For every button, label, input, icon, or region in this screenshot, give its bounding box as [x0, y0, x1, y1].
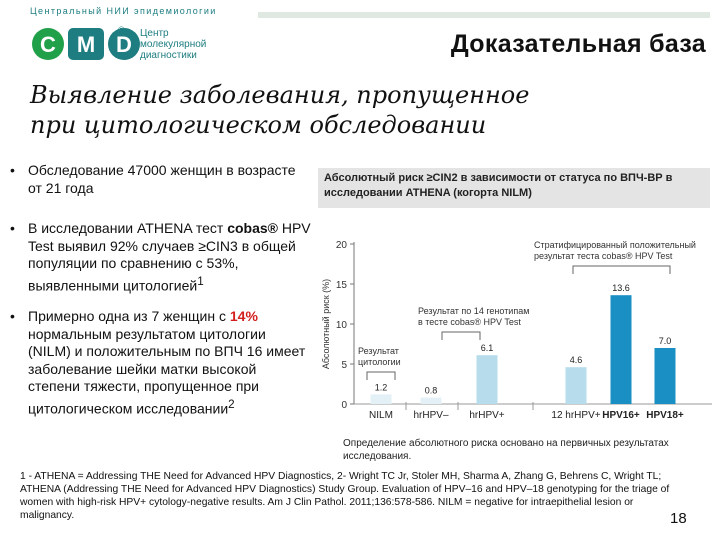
category-label-3: 12 hrHPV+: [551, 410, 600, 421]
bar-value-label-1: 0.8: [425, 386, 438, 396]
annotation-1-line-0: Результат по 14 генотипам: [418, 306, 529, 316]
bullet-2: В исследовании ATHENA тест cobas® HPV Te…: [8, 220, 312, 295]
annotation-1-line-1: в тесте cobas® HPV Test: [418, 317, 521, 327]
bar-2: [476, 355, 498, 404]
annotation-bracket-2: [572, 265, 671, 274]
bar-4: [610, 295, 632, 404]
bar-value-label-3: 4.6: [570, 355, 583, 365]
chart-title: Абсолютный риск ≥CIN2 в зависимости от с…: [318, 168, 710, 208]
bar-5: [654, 348, 676, 404]
logo-caption: Центр молекулярной диагностики: [140, 28, 206, 61]
y-tick-label-2: 10: [336, 320, 348, 331]
annotation-2-line-1: результат теста cobas® HPV Test: [534, 251, 673, 261]
header-rule: [258, 12, 710, 18]
page-number: 18: [670, 510, 687, 527]
slide-subtitle: Выявление заболевания, пропущенное при ц…: [30, 81, 530, 139]
bullet-3-prefix: Примерно одна из 7 женщин с: [28, 308, 230, 324]
y-tick-label-3: 15: [336, 280, 348, 291]
logo-line-3: диагностики: [140, 50, 197, 61]
bullet-1-text: Обследование 47000 женщин в возрасте от …: [28, 162, 296, 196]
cmd-logo: C M D: [32, 28, 140, 60]
y-tick-label-0: 0: [341, 400, 347, 411]
bullet-3-text: нормальным результатом цитологии (NILM) …: [28, 325, 306, 417]
annotation-bracket-0: [366, 371, 396, 380]
logo-line-1: Центр: [140, 28, 169, 39]
bullet-2-brand: cobas®: [227, 220, 278, 236]
bullet-3-ref: 2: [228, 397, 235, 411]
category-label-1: hrHPV–: [413, 410, 448, 421]
annotation-bracket-1: [441, 331, 481, 340]
category-label-5: HPV18+: [646, 410, 684, 421]
annotation-0-line-1: цитологии: [358, 357, 401, 367]
bar-value-label-5: 7.0: [659, 336, 672, 346]
bullet-2-prefix: В исследовании ATHENA тест: [28, 220, 228, 236]
bullet-3-highlight: 14%: [229, 308, 258, 324]
logo-line-2: молекулярной: [140, 39, 207, 50]
bullet-3: Примерно одна из 7 женщин с 14% нормальн…: [8, 308, 312, 418]
category-label-4: HPV16+: [602, 410, 640, 421]
svg-text:C: C: [40, 32, 56, 57]
risk-bar-chart: 0 5 10 15 20 Абсолютный риск (%) 1.2 NILM 0.8 hrH…: [321, 240, 712, 421]
svg-text:D: D: [116, 32, 132, 57]
logo-trademark: ®: [118, 25, 125, 35]
references-footnote: 1 - ATHENA = Addressing THE Need for Adv…: [20, 471, 670, 521]
bullet-2-text: HPV Test выявил 92% случаев ≥CIN3 в обще…: [28, 220, 311, 294]
y-tick-label-1: 5: [341, 360, 347, 371]
chart-footnote: Определение абсолютного риска основано н…: [343, 438, 669, 462]
category-label-0: NILM: [369, 410, 393, 421]
annotation-0-line-0: Результат: [358, 346, 399, 356]
svg-text:M: M: [77, 32, 95, 57]
category-label-2: hrHPV+: [469, 410, 504, 421]
bullet-2-ref: 1: [197, 274, 204, 288]
bar-value-label-2: 6.1: [481, 343, 494, 353]
y-tick-label-4: 20: [336, 240, 348, 251]
y-axis-label: Абсолютный риск (%): [321, 279, 331, 369]
annotation-2-line-0: Стратифицированный положительный: [534, 240, 696, 250]
bullet-1: Обследование 47000 женщин в возрасте от …: [8, 162, 312, 197]
bar-1: [420, 397, 442, 404]
bar-value-label-4: 13.6: [612, 283, 630, 293]
org-name: Центральный НИИ эпидемиологии: [30, 6, 217, 16]
slide-heading: Доказательная база: [450, 30, 706, 58]
bar-0: [370, 394, 392, 404]
bar-value-label-0: 1.2: [375, 382, 388, 392]
bar-3: [565, 367, 587, 404]
